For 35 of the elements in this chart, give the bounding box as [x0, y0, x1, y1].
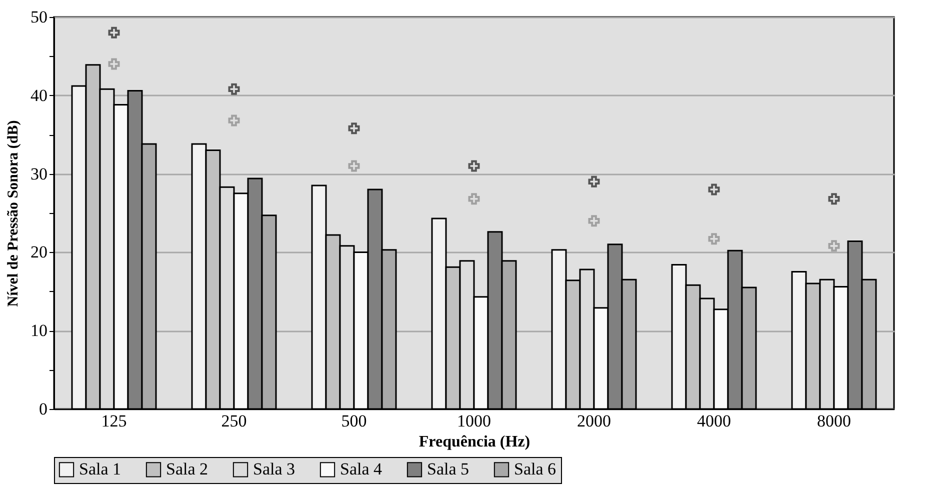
y-tick-label: 30 [30, 164, 48, 184]
x-tick-label: 4000 [697, 412, 731, 430]
y-tick-label: 10 [30, 321, 48, 340]
x-tick-label: 8000 [817, 412, 851, 430]
legend-label: Sala 2 [166, 460, 208, 479]
legend-label: Sala 1 [79, 460, 122, 479]
legend-label: Sala 3 [253, 460, 296, 479]
legend-label: Sala 4 [340, 460, 383, 479]
point [108, 26, 120, 38]
point [708, 184, 720, 196]
y-tick-label: 0 [39, 400, 48, 418]
legend-label: Sala 5 [427, 460, 470, 479]
point [348, 122, 360, 134]
point [708, 233, 720, 245]
point [468, 193, 480, 205]
point [588, 176, 600, 188]
y-tick-label: 40 [30, 86, 48, 105]
y-axis-title: Nível de Pressão Sonora (dB) [6, 120, 22, 307]
x-tick-label: 125 [101, 412, 127, 430]
y-tick-label: 50 [30, 8, 48, 26]
point [468, 160, 480, 172]
x-tick-label: 1000 [457, 412, 491, 430]
x-tick-label: 2000 [577, 412, 611, 430]
x-tick-label: 250 [221, 412, 247, 430]
x-tick-label: 500 [341, 412, 367, 430]
point [108, 58, 120, 70]
point [828, 193, 840, 205]
point [228, 114, 240, 126]
point [828, 240, 840, 252]
point [228, 83, 240, 95]
y-tick-label: 20 [30, 242, 48, 262]
legend-label: Sala 6 [514, 460, 556, 479]
point [348, 160, 360, 172]
point [588, 215, 600, 227]
x-axis-title: Frequência (Hz) [418, 434, 530, 450]
